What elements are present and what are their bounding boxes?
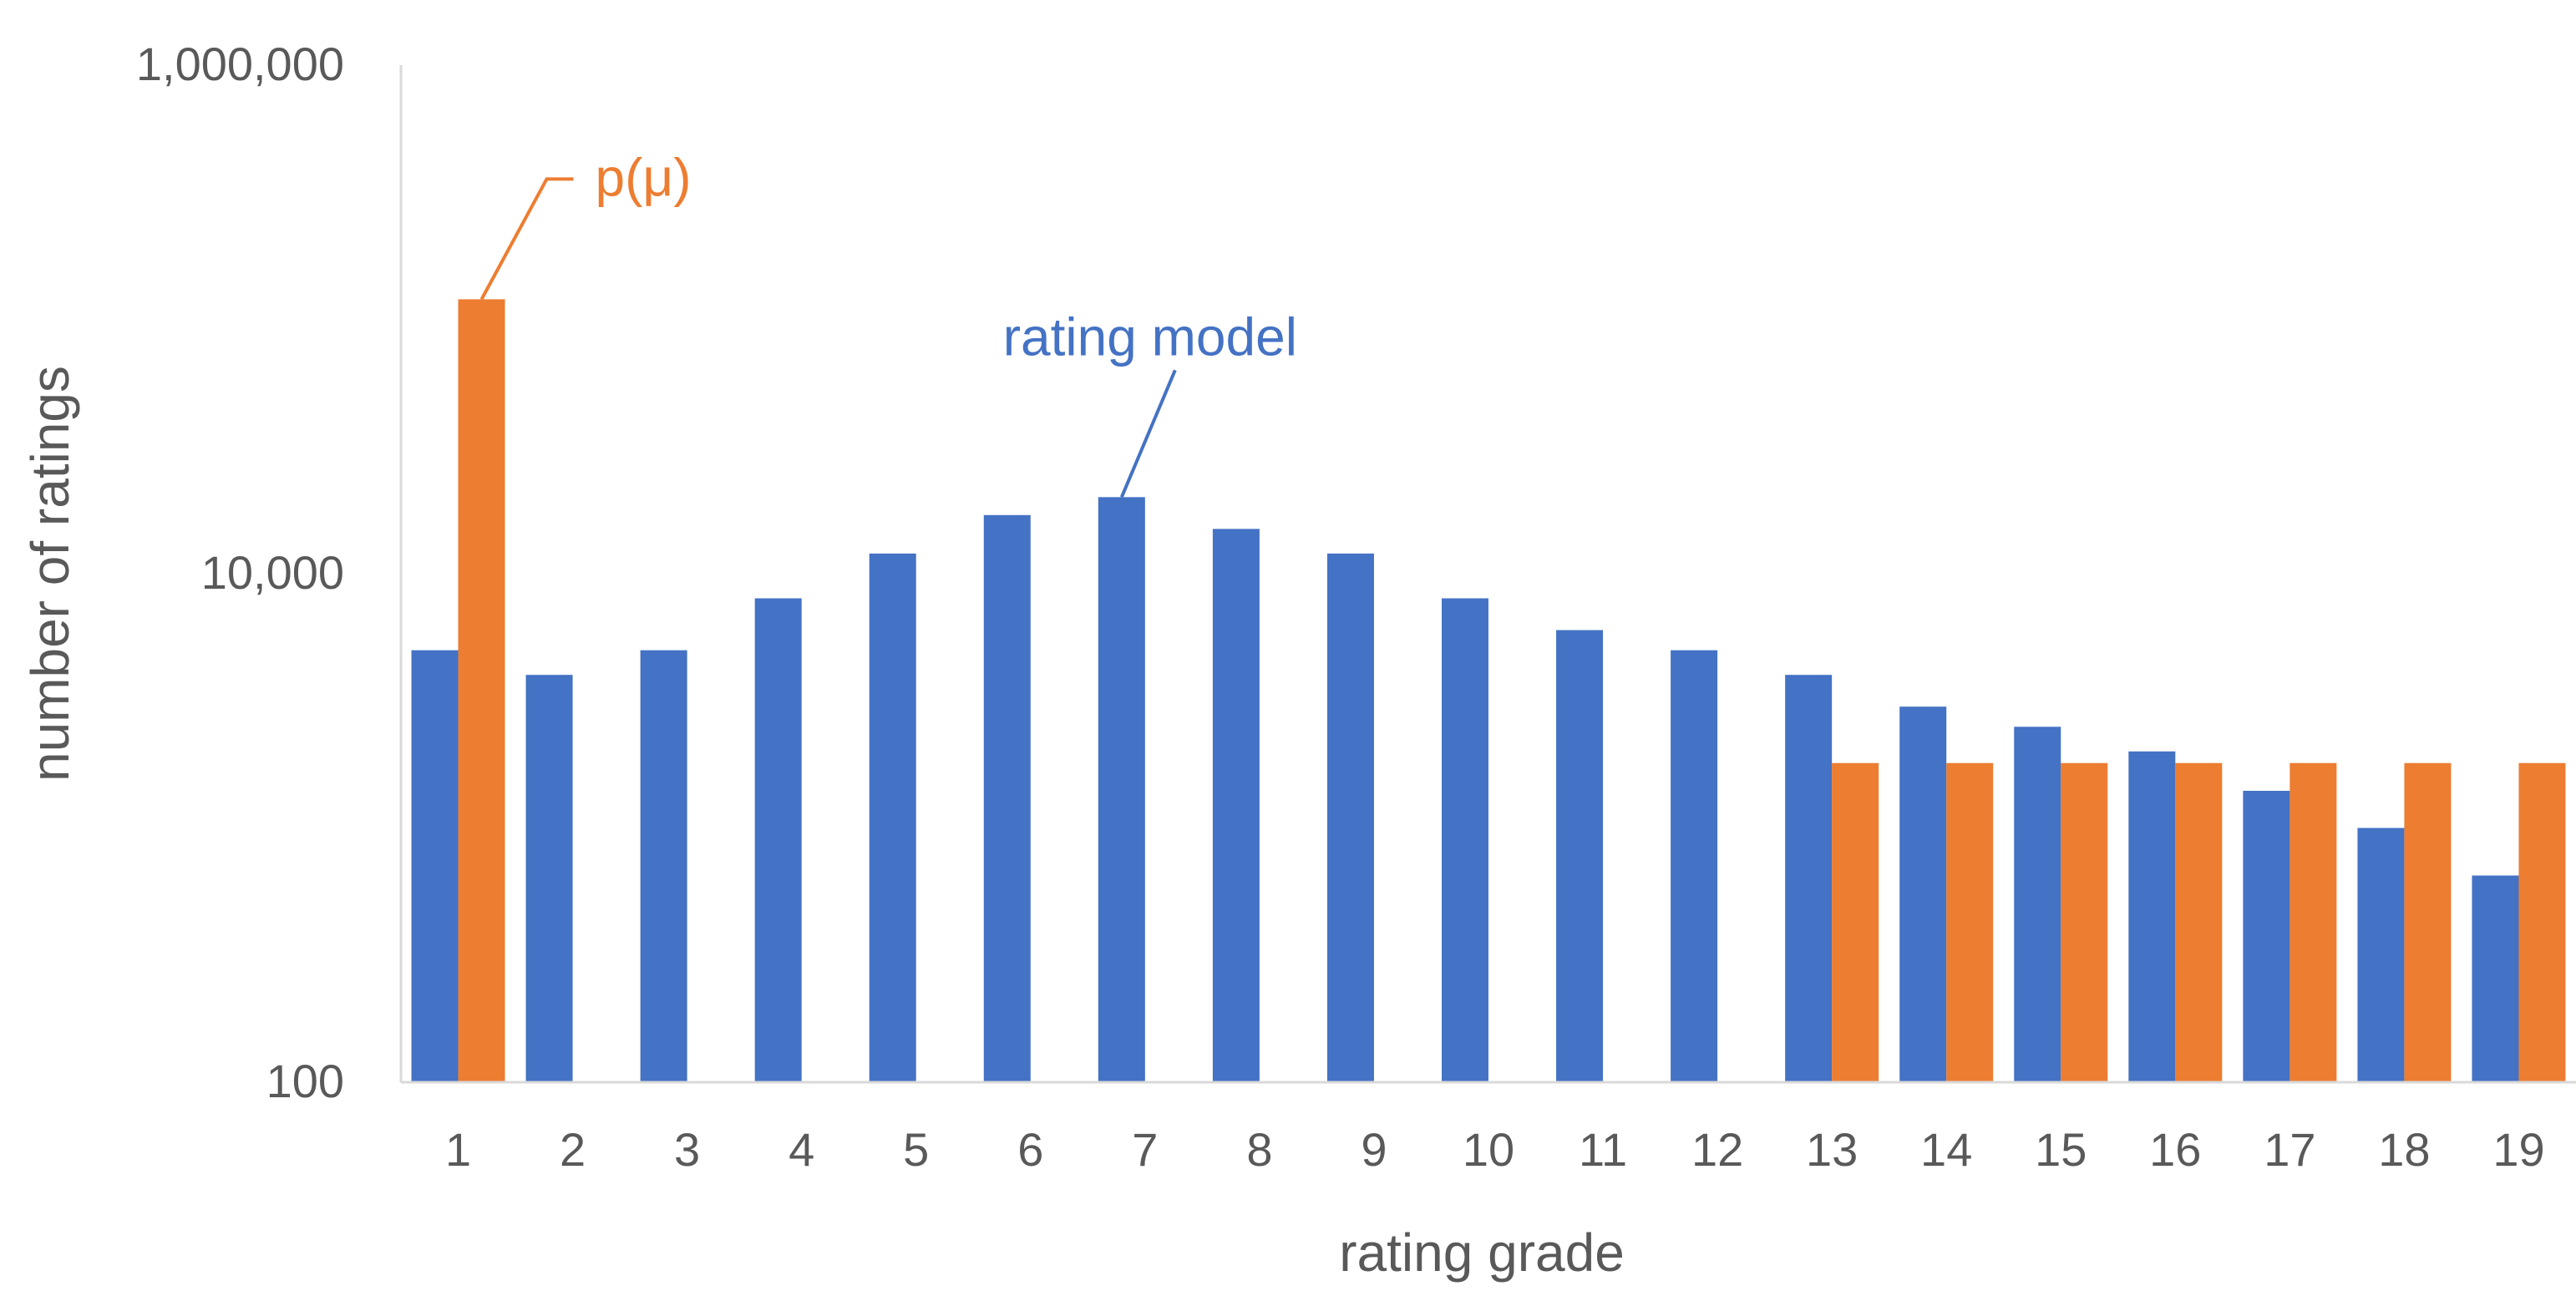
bar-p-16 [2175, 762, 2223, 1082]
y-tick-label: 100 [266, 1055, 344, 1107]
bar-rating-model-15 [2014, 727, 2061, 1082]
bar-p-15 [2061, 762, 2108, 1082]
bars-group [411, 299, 2566, 1083]
x-tick-label: 19 [2492, 1123, 2544, 1176]
x-tick-label: 2 [560, 1123, 586, 1176]
bar-rating-model-9 [1326, 553, 1374, 1082]
bar-rating-model-17 [2243, 791, 2290, 1082]
y-tick-label: 10,000 [201, 546, 344, 599]
bar-rating-model-6 [983, 514, 1031, 1082]
annotations-group: p(μ) rating model [479, 147, 1297, 499]
annotation-label: rating model [1003, 306, 1297, 367]
x-axis-title: rating grade [1339, 1223, 1625, 1283]
bar-rating-model-11 [1556, 630, 1604, 1082]
x-tick-label: 9 [1361, 1123, 1387, 1176]
bar-rating-model-4 [754, 598, 802, 1082]
bar-rating-model-8 [1212, 529, 1260, 1082]
x-tick-label: 14 [1920, 1123, 1972, 1176]
bar-p-13 [1832, 762, 1879, 1082]
bar-rating-model-19 [2472, 875, 2519, 1082]
x-tick-label: 4 [789, 1123, 814, 1176]
annotation-label: p(μ) [596, 147, 692, 207]
bar-p-17 [2289, 762, 2337, 1082]
bar-p-14 [1946, 762, 1994, 1082]
bar-rating-model-18 [2357, 828, 2405, 1082]
bar-p-1 [458, 299, 505, 1083]
x-tick-label: 5 [903, 1123, 929, 1176]
bar-rating-model-7 [1098, 497, 1145, 1082]
x-tick-label: 10 [1463, 1123, 1514, 1176]
y-axis-title: number of ratings [20, 366, 80, 782]
bar-rating-model-16 [2128, 751, 2176, 1082]
x-tick-label: 17 [2264, 1123, 2315, 1176]
bar-p-19 [2518, 762, 2566, 1082]
x-tick-labels: 1 2 3 4 5 6 7 8 9 10 11 12 13 14 15 16 17 18 19 [445, 1123, 2545, 1176]
x-tick-label: 11 [1579, 1123, 1627, 1176]
x-tick-label: 13 [1806, 1123, 1858, 1176]
bar-rating-model-3 [640, 650, 687, 1082]
bar-rating-model-2 [525, 675, 573, 1082]
y-tick-label: 1,000,000 [136, 38, 344, 90]
x-tick-label: 1 [445, 1123, 471, 1176]
x-tick-label: 18 [2378, 1123, 2430, 1176]
y-tick-labels: 100 10,000 1,000,000 [136, 38, 344, 1107]
x-tick-label: 7 [1132, 1123, 1158, 1176]
bar-rating-model-12 [1671, 650, 1718, 1082]
x-tick-label: 16 [2149, 1123, 2201, 1176]
x-tick-label: 15 [2035, 1123, 2087, 1176]
annotation-leader-line [1119, 369, 1177, 499]
annotation-leader-line [479, 177, 574, 301]
bar-rating-model-14 [1899, 706, 1947, 1082]
x-tick-label: 3 [674, 1123, 700, 1176]
x-tick-label: 12 [1691, 1123, 1743, 1176]
bar-p-18 [2404, 762, 2452, 1082]
bar-rating-model-1 [411, 650, 459, 1082]
x-tick-label: 6 [1017, 1123, 1043, 1176]
bar-rating-model-10 [1442, 598, 1488, 1082]
bar-rating-model-13 [1785, 675, 1833, 1082]
x-tick-label: 8 [1246, 1123, 1272, 1176]
bar-rating-model-5 [869, 553, 916, 1082]
